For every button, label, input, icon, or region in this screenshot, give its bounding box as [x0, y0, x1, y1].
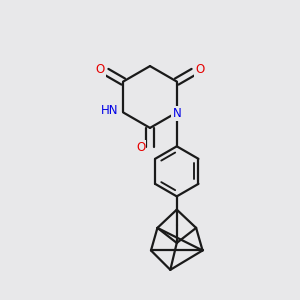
Text: N: N: [172, 107, 181, 120]
Text: O: O: [136, 141, 145, 154]
Text: O: O: [195, 63, 205, 76]
Text: HN: HN: [100, 104, 118, 118]
Text: O: O: [95, 63, 105, 76]
